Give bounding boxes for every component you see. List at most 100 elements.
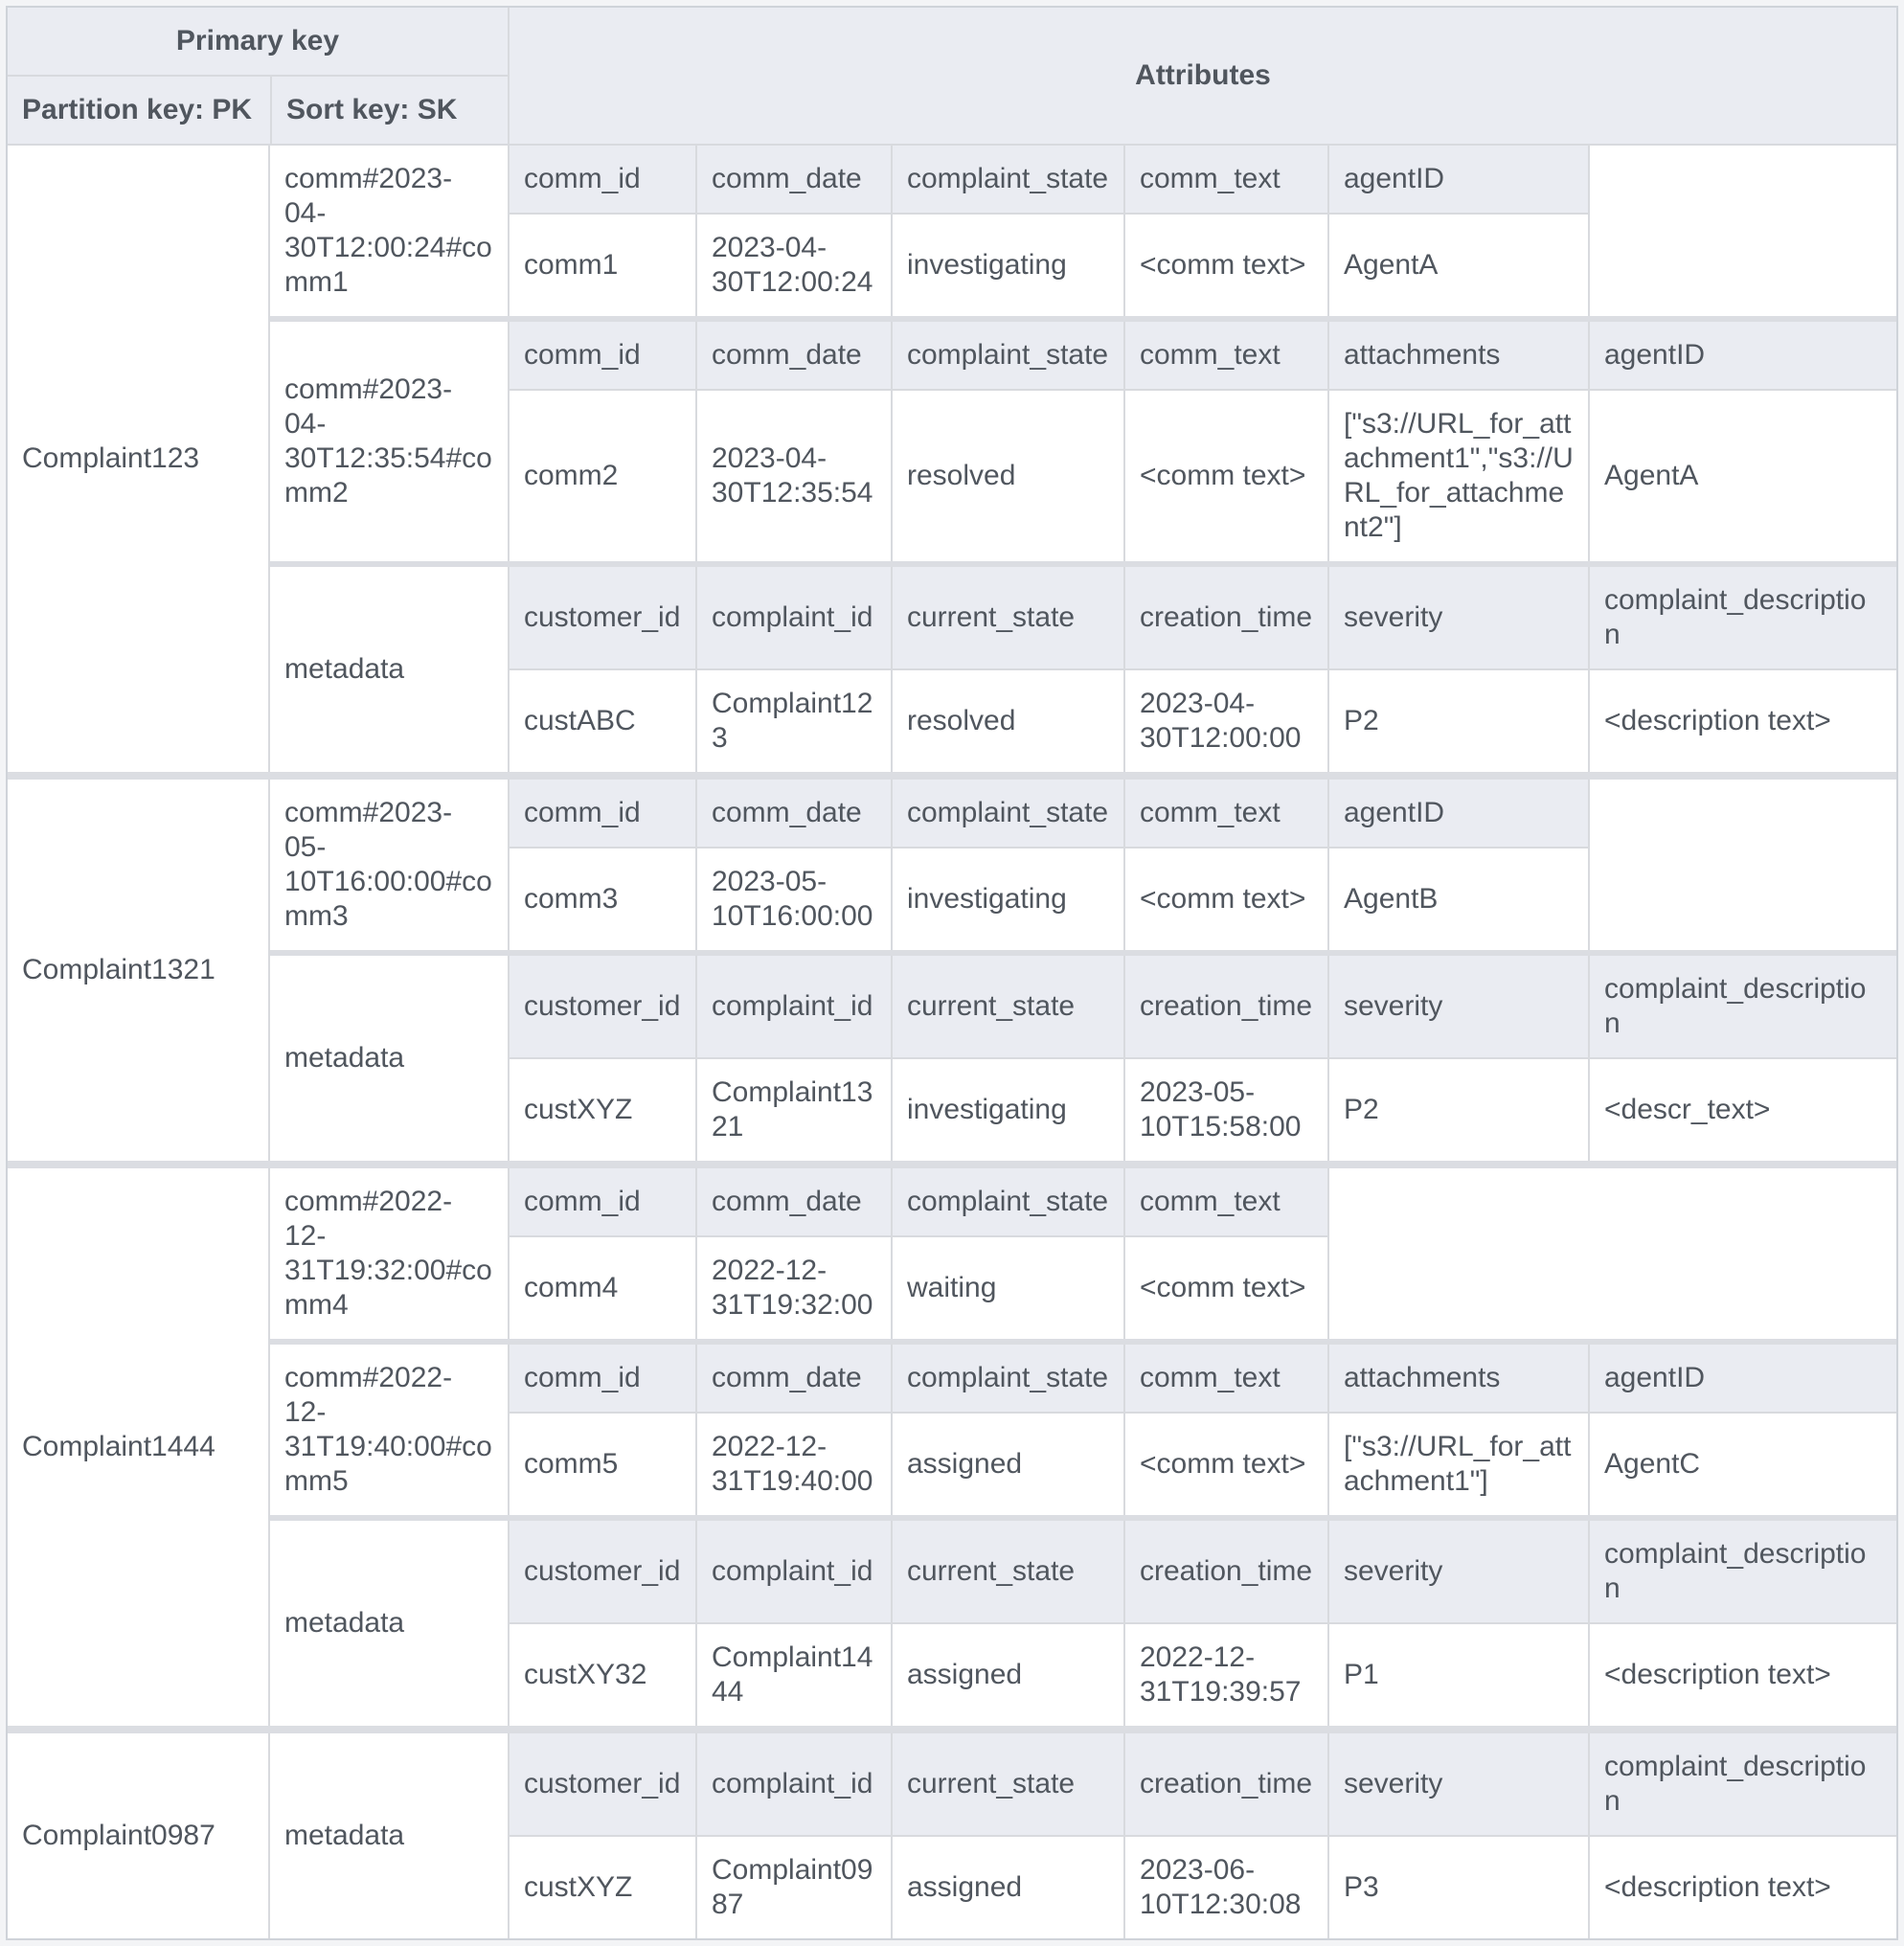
attribute-value-cell: Complaint0987 [695,1837,891,1938]
attribute-value-cell: <comm text> [1123,391,1327,561]
item-block: comm#2023-05-10T16:00:00#comm3 comm_id com… [270,780,1896,950]
attribute-name-cell: customer_id [508,1733,695,1837]
attribute-name-cell: severity [1327,1733,1588,1837]
item-list: comm#2023-04-30T12:00:24#comm1 comm_id com… [270,146,1896,772]
attribute-name-cell: comm_text [1123,780,1327,849]
attribute-name-cell: comm_date [695,322,891,391]
empty-filler-cell [1588,780,1896,950]
attributes-header: Attributes [508,8,1896,144]
attribute-value-cell: 2023-05-10T16:00:00 [695,849,891,950]
sort-key-header: Sort key: SK [270,77,508,144]
attribute-value-cell: Complaint1444 [695,1624,891,1726]
item-block: comm#2023-04-30T12:00:24#comm1 comm_id com… [270,146,1896,316]
attribute-name-cell: current_state [891,1521,1123,1624]
sort-key-cell: comm#2023-05-10T16:00:00#comm3 [284,797,492,932]
attribute-name-cell: comm_date [695,146,891,215]
item-block: comm#2022-12-31T19:32:00#comm4 comm_id com… [270,1168,1896,1339]
item-block: comm#2022-12-31T19:40:00#comm5 comm_id com… [270,1345,1896,1515]
attribute-name-cell: comm_id [508,1168,695,1237]
item-block: metadata customer_id custXYZ complaint_id Co… [270,956,1896,1161]
attribute-value-cell: resolved [891,670,1123,772]
item-separator [270,561,1896,567]
attribute-name-cell: complaint_state [891,322,1123,391]
attribute-name-cell: complaint_description [1588,1521,1896,1624]
item-list: comm#2022-12-31T19:32:00#comm4 comm_id com… [270,1168,1896,1726]
attribute-value-cell: 2022-12-31T19:40:00 [695,1414,891,1515]
attribute-name-cell: comm_text [1123,1345,1327,1414]
attribute-value-cell: comm4 [508,1237,695,1339]
attribute-name-cell: severity [1327,567,1588,670]
attribute-value-cell: comm2 [508,391,695,561]
attribute-name-cell: creation_time [1123,956,1327,1059]
partition-key-cell: Complaint1321 [8,780,270,1161]
attribute-name-cell: complaint_state [891,1345,1123,1414]
attribute-name-cell: complaint_description [1588,567,1896,670]
sort-key-cell: metadata [284,1042,405,1074]
group-separator [8,1726,1896,1733]
attribute-value-cell: <description text> [1588,1837,1896,1938]
attribute-name-cell: attachments [1327,322,1588,391]
attribute-value-cell: 2023-06-10T12:30:08 [1123,1837,1327,1938]
attribute-name-cell: complaint_state [891,1168,1123,1237]
attribute-value-cell: waiting [891,1237,1123,1339]
attribute-name-cell: complaint_id [695,567,891,670]
item-list: comm#2023-05-10T16:00:00#comm3 comm_id com… [270,780,1896,1161]
sort-key-cell: comm#2023-04-30T12:00:24#comm1 [284,163,492,298]
attribute-name-cell: complaint_description [1588,956,1896,1059]
attribute-value-cell: <comm text> [1123,849,1327,950]
partition-group: Complaint0987 metadata customer_id custXYZ c… [8,1733,1896,1938]
attribute-value-cell: AgentA [1327,215,1588,316]
attribute-value-cell: comm1 [508,215,695,316]
attribute-value-cell: <description text> [1588,670,1896,772]
attribute-value-cell: resolved [891,391,1123,561]
attribute-value-cell: 2023-05-10T15:58:00 [1123,1059,1327,1161]
attribute-name-cell: creation_time [1123,1521,1327,1624]
primary-key-header: Primary key [8,8,508,77]
attribute-value-cell: custXY32 [508,1624,695,1726]
table-body: Complaint123 comm#2023-04-30T12:00:24#com… [8,146,1896,1938]
attribute-name-cell: creation_time [1123,1733,1327,1837]
attribute-name-cell: comm_date [695,780,891,849]
item-list: metadata customer_id custXYZ complaint_id Co… [270,1733,1896,1938]
attribute-value-cell: comm5 [508,1414,695,1515]
item-block: comm#2023-04-30T12:35:54#comm2 comm_id com… [270,322,1896,561]
partition-group: Complaint1321 comm#2023-05-10T16:00:00#co… [8,780,1896,1161]
attribute-value-cell: Complaint123 [695,670,891,772]
attribute-name-cell: comm_id [508,780,695,849]
attribute-name-cell: customer_id [508,956,695,1059]
attribute-value-cell: 2022-12-31T19:32:00 [695,1237,891,1339]
attribute-value-cell: AgentA [1588,391,1896,561]
attribute-name-cell: complaint_id [695,956,891,1059]
attribute-value-cell: <description text> [1588,1624,1896,1726]
attribute-name-cell: creation_time [1123,567,1327,670]
attribute-value-cell: investigating [891,1059,1123,1161]
attribute-name-cell: agentID [1327,146,1588,215]
attribute-name-cell: agentID [1588,322,1896,391]
attribute-value-cell: comm3 [508,849,695,950]
sort-key-cell: comm#2022-12-31T19:32:00#comm4 [284,1186,492,1321]
attribute-name-cell: comm_text [1123,146,1327,215]
attribute-value-cell: 2023-04-30T12:00:24 [695,215,891,316]
attribute-value-cell: AgentB [1327,849,1588,950]
sort-key-cell: metadata [284,653,405,685]
attribute-value-cell: investigating [891,849,1123,950]
attribute-name-cell: comm_id [508,1345,695,1414]
sort-key-cell: comm#2023-04-30T12:35:54#comm2 [284,373,492,509]
empty-filler-cell [1588,146,1896,316]
attribute-value-cell: P2 [1327,670,1588,772]
dynamodb-table-design: Primary key Attributes Partition key: PK… [6,6,1898,1940]
attribute-value-cell: AgentC [1588,1414,1896,1515]
attribute-value-cell: assigned [891,1414,1123,1515]
item-separator [270,1339,1896,1345]
partition-key-cell: Complaint0987 [8,1733,270,1938]
attribute-value-cell: custXYZ [508,1837,695,1938]
group-separator [8,1161,1896,1168]
attribute-value-cell: P2 [1327,1059,1588,1161]
sort-key-cell: metadata [284,1820,405,1851]
attribute-value-cell: custABC [508,670,695,772]
attribute-name-cell: current_state [891,956,1123,1059]
partition-group: Complaint123 comm#2023-04-30T12:00:24#com… [8,146,1896,772]
empty-filler-cell [1327,1168,1896,1339]
attribute-value-cell: ["s3://URL_for_attachment1","s3://URL_fo… [1327,391,1588,561]
table-header: Primary key Attributes Partition key: PK… [8,8,1896,146]
